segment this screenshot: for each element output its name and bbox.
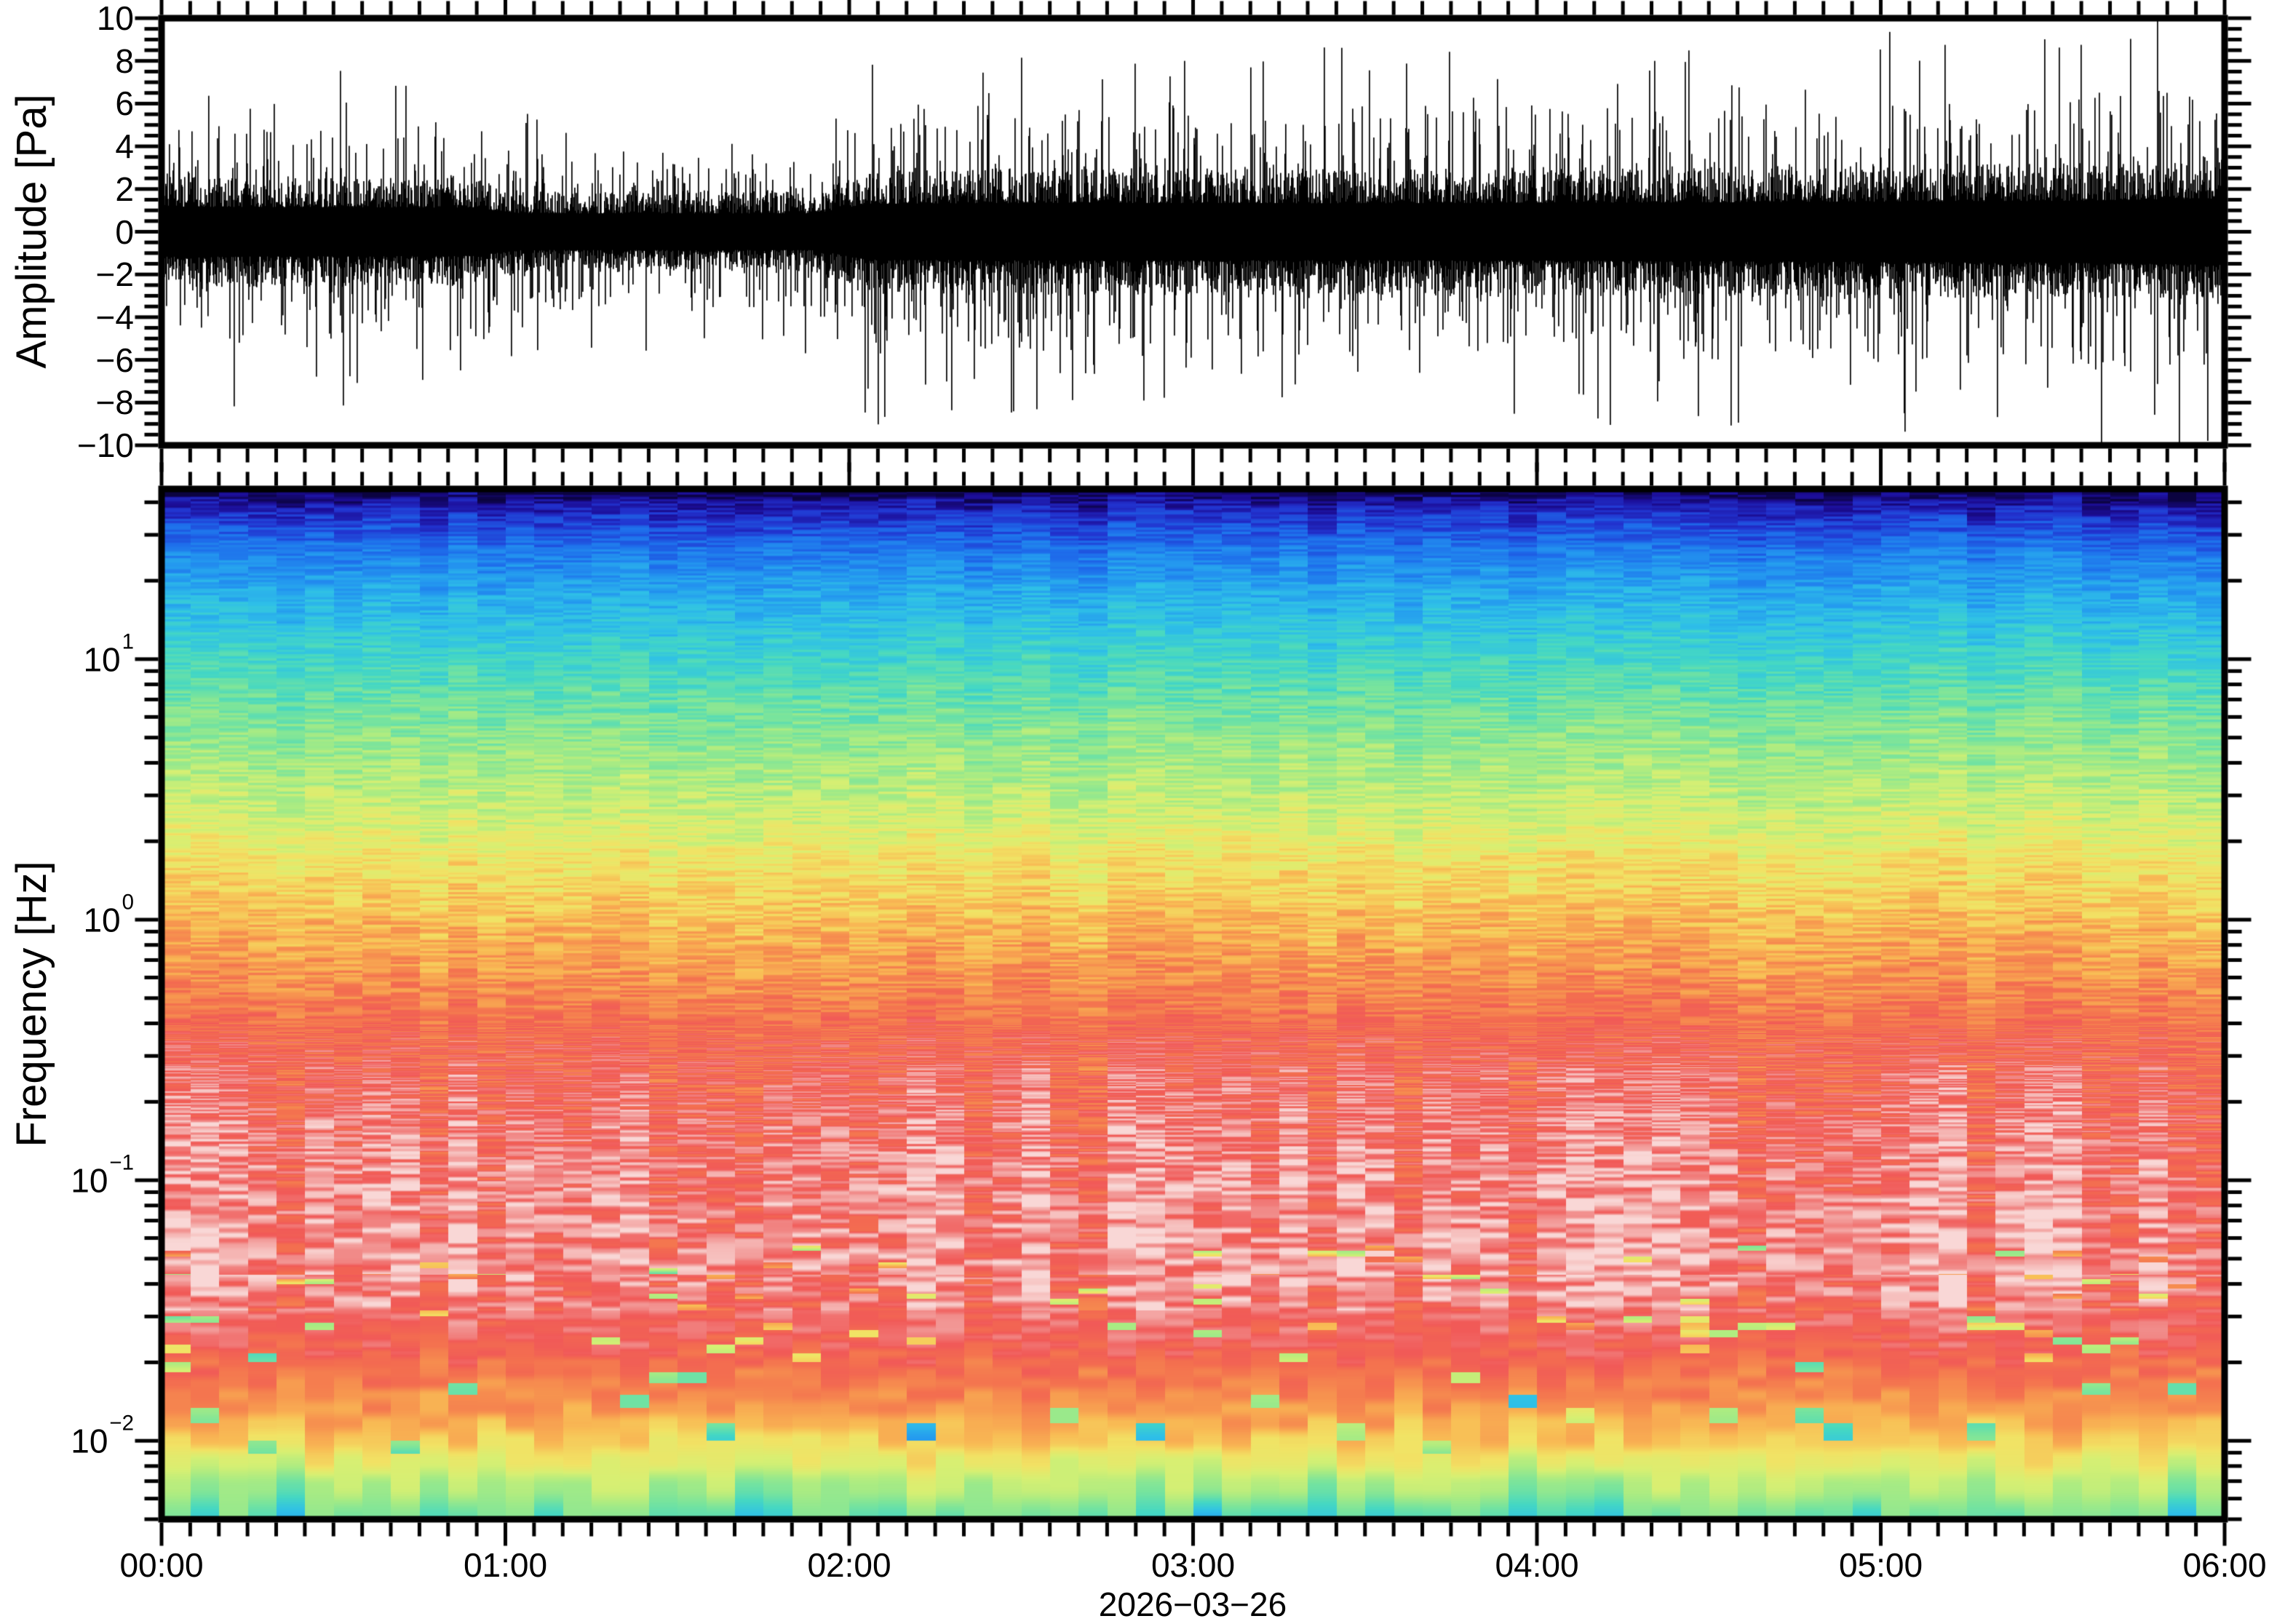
- wave-ytick-label: −6: [95, 341, 134, 379]
- wave-ytick-label: −10: [76, 426, 134, 464]
- spec-ytick-label: 100: [83, 890, 134, 939]
- xtick-label: 05:00: [1838, 1546, 1923, 1584]
- xtick-label: 03:00: [1151, 1546, 1236, 1584]
- wave-ytick-label: 4: [115, 127, 134, 166]
- spec-ytick-label: 10−2: [71, 1411, 134, 1460]
- xtick-label: 06:00: [2182, 1546, 2267, 1584]
- wave-ytick-label: −4: [95, 298, 134, 336]
- wave-ytick-label: −8: [95, 383, 134, 422]
- wave-ytick-label: 0: [115, 212, 134, 251]
- wave-ytick-label: 6: [115, 84, 134, 123]
- wave-ytick-label: −2: [95, 255, 134, 294]
- spec-ytick-label: 101: [83, 629, 134, 679]
- x-axis-date-label: 2026−03−26: [1098, 1585, 1287, 1623]
- wave-ytick-label: 8: [115, 41, 134, 80]
- xtick-label: 02:00: [807, 1546, 891, 1584]
- xtick-label: 01:00: [463, 1546, 548, 1584]
- xtick-label: 00:00: [119, 1546, 204, 1584]
- wave-ytick-label: 10: [96, 0, 134, 37]
- xtick-label: 04:00: [1495, 1546, 1579, 1584]
- spec-ytick-label: 10−1: [71, 1150, 134, 1200]
- wave-ytick-label: 2: [115, 170, 134, 208]
